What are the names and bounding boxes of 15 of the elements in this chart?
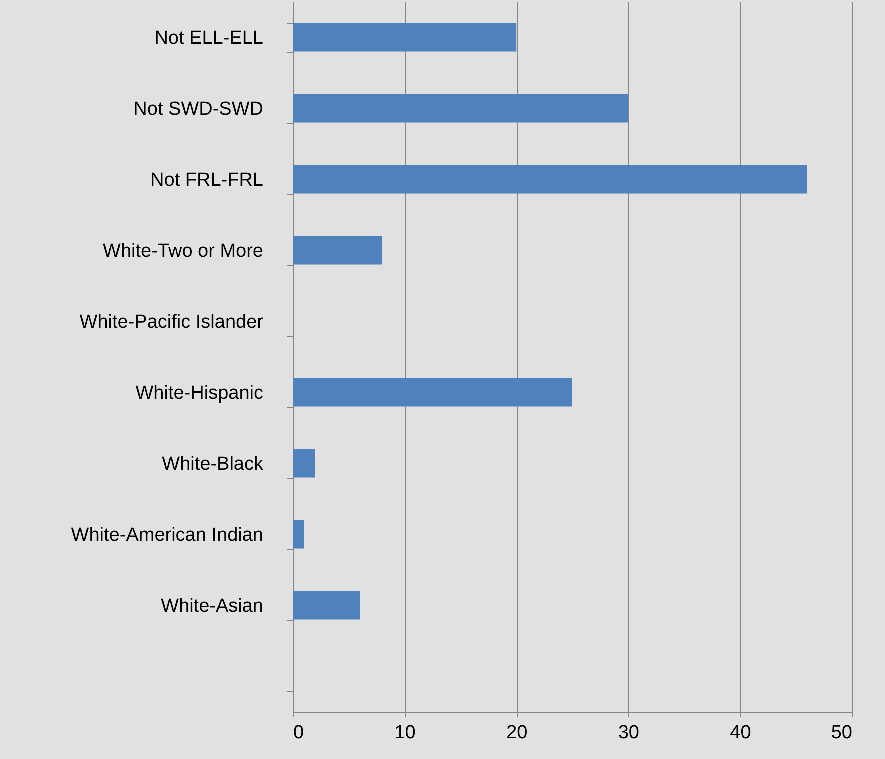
y-tick-label: White-Pacific Islander — [80, 312, 264, 333]
x-tick-label: 30 — [618, 722, 640, 744]
x-tick-label: 10 — [394, 722, 416, 744]
x-tick-label: 20 — [506, 722, 528, 744]
y-tick-label: White-Hispanic — [136, 383, 264, 404]
x-tick-label: 40 — [730, 722, 752, 744]
y-tick-label: White-American Indian — [71, 525, 264, 546]
y-tick-label: White-Two or More — [103, 241, 264, 262]
y-tick-label: White-Asian — [161, 596, 264, 617]
x-tick-label: 50 — [831, 722, 852, 744]
y-tick-label: White-Black — [162, 454, 264, 475]
x-tick-label: 0 — [294, 722, 304, 744]
y-tick-label: Not SWD-SWD — [134, 99, 264, 120]
y-tick-label: Not FRL-FRL — [150, 170, 264, 191]
y-tick-label: Not ELL-ELL — [154, 28, 264, 49]
